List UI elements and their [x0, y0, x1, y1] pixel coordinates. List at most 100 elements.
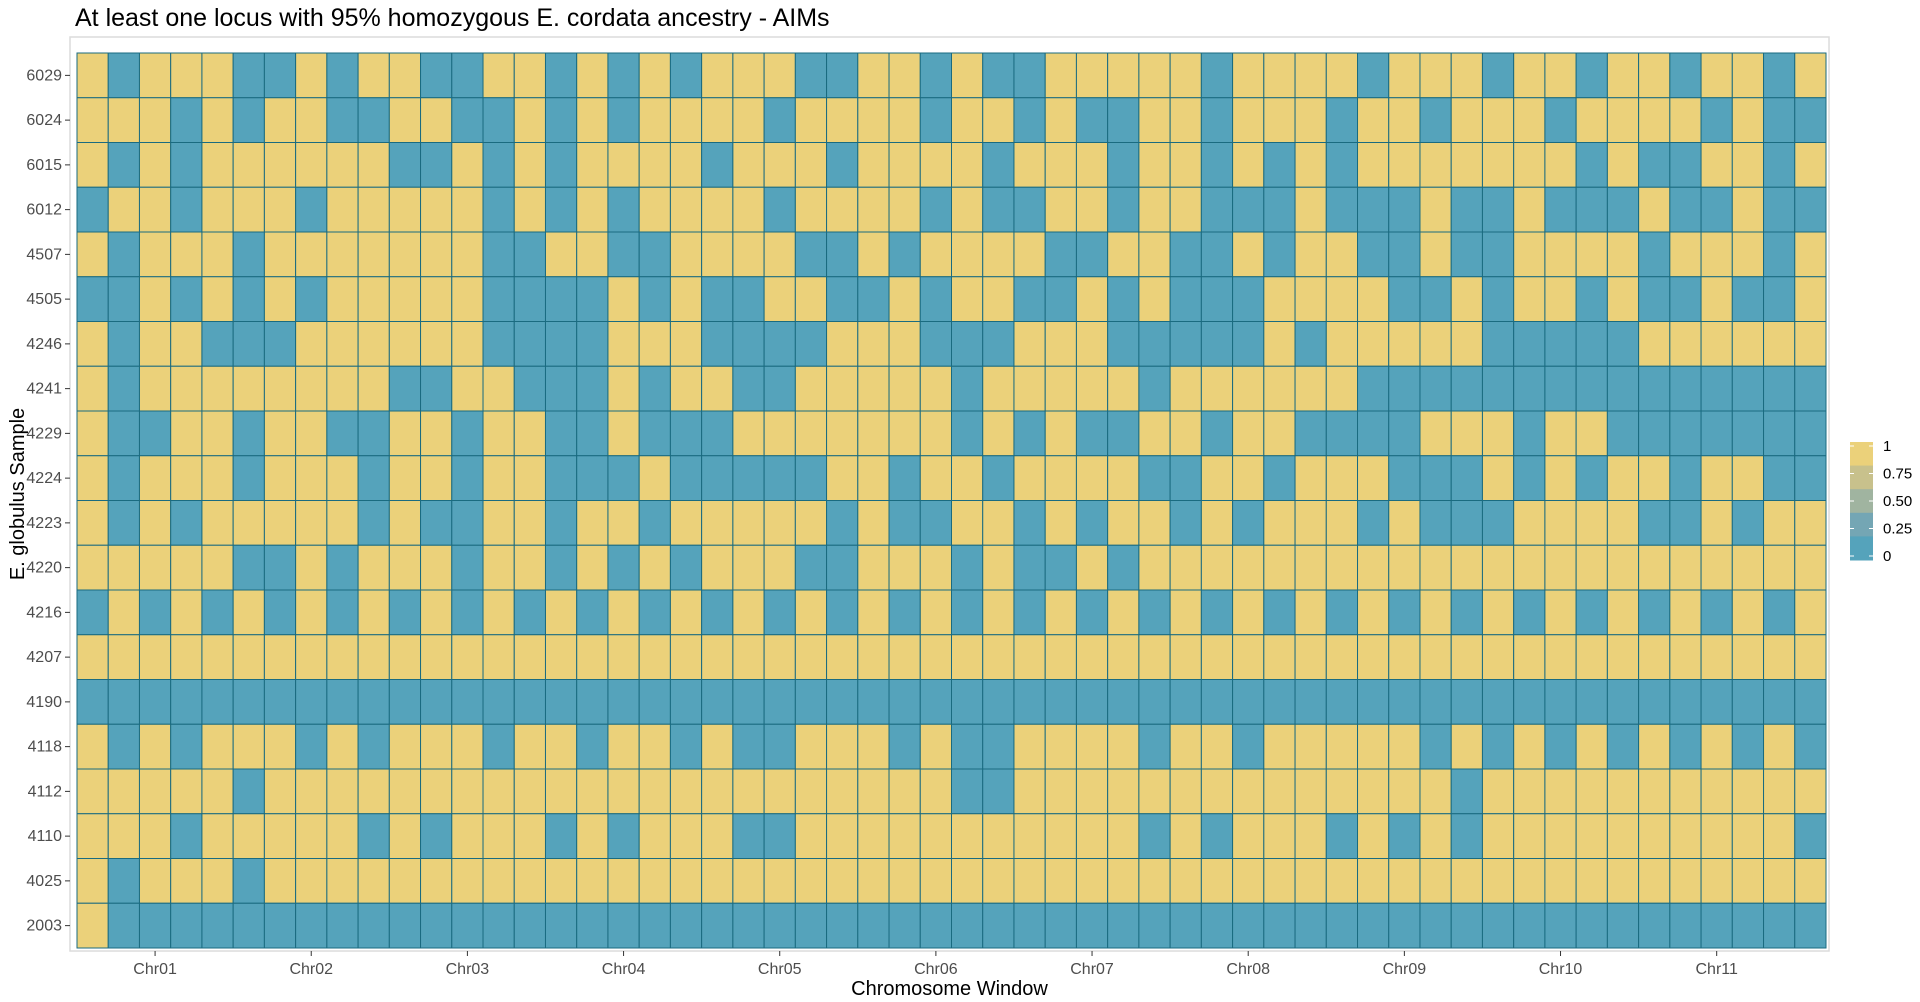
heatmap-cell [607, 365, 640, 412]
heatmap-cell [1763, 52, 1796, 99]
heatmap-cell [1200, 500, 1234, 546]
heatmap-cell [326, 634, 359, 680]
heatmap-cell [1450, 500, 1483, 546]
heatmap-cell [888, 544, 921, 591]
heatmap-cell [1481, 276, 1515, 322]
heatmap-cell [1169, 679, 1202, 725]
heatmap-cell [1794, 231, 1827, 278]
heatmap-cell [1388, 321, 1421, 367]
heatmap-cell [76, 813, 109, 859]
heatmap-cell [388, 634, 422, 680]
heatmap-cell [1169, 142, 1202, 188]
heatmap-cell [982, 813, 1015, 859]
heatmap-cell [1669, 634, 1702, 680]
heatmap-cell [857, 97, 890, 143]
heatmap-cell [420, 231, 453, 278]
heatmap-cell [232, 52, 265, 99]
heatmap-cell [1044, 410, 1077, 457]
heatmap-cell [107, 723, 140, 770]
heatmap-cell [388, 410, 422, 457]
heatmap-cell [263, 231, 297, 278]
heatmap-cell [544, 365, 578, 412]
legend-label: 0 [1883, 548, 1891, 565]
heatmap-cell [544, 589, 578, 636]
heatmap-cell [1794, 276, 1827, 322]
heatmap-cell [951, 321, 984, 367]
heatmap-cell [1075, 186, 1109, 233]
heatmap-cell [1700, 634, 1733, 680]
heatmap-cell [1107, 321, 1140, 367]
heatmap-cell [669, 813, 703, 859]
heatmap-cell [1263, 723, 1296, 770]
heatmap-cell [1450, 634, 1483, 680]
heatmap-cell [951, 858, 984, 904]
heatmap-cell [388, 276, 422, 322]
heatmap-cell [1232, 858, 1265, 904]
heatmap-cell [1450, 142, 1483, 188]
heatmap-cell [763, 231, 796, 278]
heatmap-cell [1513, 142, 1546, 188]
heatmap-cell [388, 723, 422, 770]
heatmap-cell [1638, 52, 1671, 99]
heatmap-cell [138, 858, 172, 904]
heatmap-cell [1232, 589, 1265, 636]
heatmap-cell [1200, 455, 1234, 501]
heatmap-cell [544, 276, 578, 322]
heatmap-cell [763, 679, 796, 725]
heatmap-cell [1794, 365, 1827, 412]
heatmap-cell [1606, 231, 1640, 278]
heatmap-cell [1013, 142, 1046, 188]
heatmap-cell [326, 813, 359, 859]
heatmap-cell [951, 813, 984, 859]
heatmap-cell [1544, 410, 1577, 457]
heatmap-cell [482, 500, 515, 546]
heatmap-cell [357, 768, 390, 815]
heatmap-cell [1357, 768, 1390, 815]
heatmap-cell [201, 231, 234, 278]
heatmap-cell [1481, 142, 1515, 188]
heatmap-cell [1669, 902, 1702, 949]
heatmap-cell [76, 679, 109, 725]
heatmap-cell [1200, 768, 1234, 815]
heatmap-cell [1419, 679, 1452, 725]
heatmap-cell [763, 634, 796, 680]
heatmap-cell [451, 365, 484, 412]
heatmap-cell [1513, 455, 1546, 501]
heatmap-cell [1481, 500, 1515, 546]
heatmap-cell [1763, 410, 1796, 457]
heatmap-cell [1638, 231, 1671, 278]
heatmap-cell [170, 589, 203, 636]
x-tick-label: Chr07 [1070, 961, 1114, 978]
heatmap-cell [857, 455, 890, 501]
heatmap-cell [794, 410, 828, 457]
heatmap-cell [1107, 142, 1140, 188]
heatmap-cell [388, 321, 422, 367]
heatmap-cell [888, 142, 921, 188]
heatmap-cell [919, 455, 953, 501]
heatmap-cell [1513, 813, 1546, 859]
heatmap-cell [232, 231, 265, 278]
heatmap-cell [107, 634, 140, 680]
heatmap-cell [295, 52, 328, 99]
heatmap-cell [420, 186, 453, 233]
heatmap-cell [1200, 544, 1234, 591]
heatmap-cell [1731, 768, 1765, 815]
heatmap-cell [1294, 142, 1327, 188]
heatmap-cell [669, 186, 703, 233]
heatmap-cell [951, 97, 984, 143]
heatmap-cell [732, 186, 765, 233]
heatmap-cell [1669, 500, 1702, 546]
heatmap-cell [451, 589, 484, 636]
heatmap-cell [1513, 410, 1546, 457]
heatmap-cell [1388, 723, 1421, 770]
heatmap-cell [1075, 858, 1109, 904]
heatmap-cell [1263, 902, 1296, 949]
legend-label: 0.75 [1883, 466, 1912, 483]
y-tick-label: 4246 [26, 336, 62, 353]
heatmap-cell [1013, 97, 1046, 143]
heatmap-cell [638, 500, 671, 546]
heatmap-cell [1388, 768, 1421, 815]
heatmap-cell [451, 231, 484, 278]
heatmap-cell [482, 902, 515, 949]
heatmap-cell [326, 321, 359, 367]
